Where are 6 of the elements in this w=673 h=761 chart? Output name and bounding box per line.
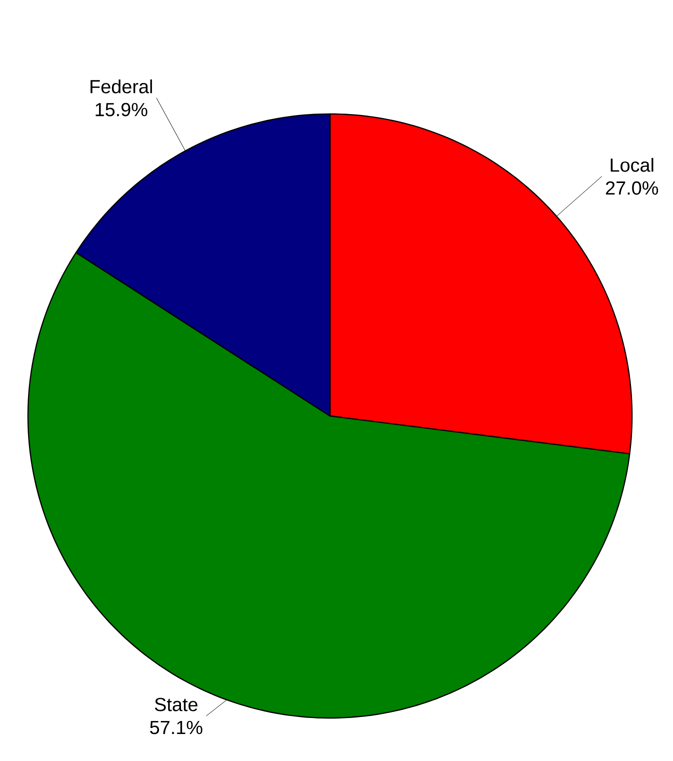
data-label: 15.9% [96, 102, 148, 116]
data-label: 57.1% [150, 720, 202, 734]
slice-label: Federal [90, 79, 152, 94]
slice-label: Local [610, 158, 654, 172]
slice-label: State [154, 698, 198, 712]
data-label: 27.0% [606, 181, 658, 195]
